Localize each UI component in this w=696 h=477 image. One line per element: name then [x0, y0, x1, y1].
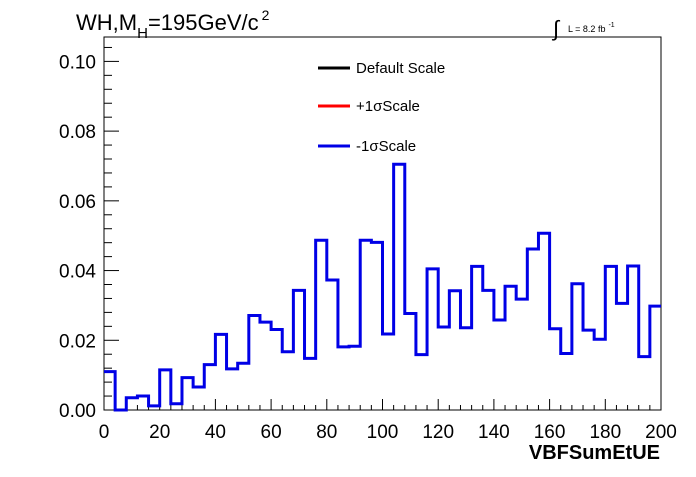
y-tick-label: 0.04	[59, 262, 96, 283]
x-tick-label: 140	[478, 422, 510, 443]
x-tick-label: 180	[589, 422, 621, 443]
x-tick-label: 120	[422, 422, 454, 443]
y-tick-label: 0.10	[59, 52, 96, 73]
x-tick-label: 0	[99, 422, 110, 443]
histogram-series-minus	[104, 162, 661, 412]
y-tick-label: 0.08	[59, 122, 96, 143]
plot-frame	[103, 36, 662, 411]
x-tick-label: 40	[205, 422, 226, 443]
y-tick-label: 0.06	[59, 192, 96, 213]
legend-label-plus: +1σScale	[356, 98, 420, 115]
x-tick-label: 80	[316, 422, 337, 443]
x-tick-label: 100	[367, 422, 399, 443]
integral-sign-icon: ∫	[551, 16, 561, 41]
x-axis-label: VBFSumEtUE	[529, 442, 660, 464]
luminosity-label: ∫ L = 8.2 fb -1	[551, 16, 615, 41]
chart-title: WH,MH=195GeV/c 2	[76, 7, 270, 42]
legend-label-default: Default Scale	[356, 60, 445, 77]
x-tick-label: 200	[645, 422, 677, 443]
x-tick-label: 60	[261, 422, 282, 443]
legend: Default Scale +1σScale -1σScale	[318, 60, 445, 155]
x-tick-label: 20	[149, 422, 170, 443]
x-tick-label: 160	[534, 422, 566, 443]
y-tick-label: 0.00	[59, 401, 96, 422]
legend-label-minus: -1σScale	[356, 138, 416, 155]
y-tick-label: 0.02	[59, 331, 96, 352]
svg-text:L = 8.2 fb-1: L = 8.2 fb -1	[568, 22, 615, 34]
